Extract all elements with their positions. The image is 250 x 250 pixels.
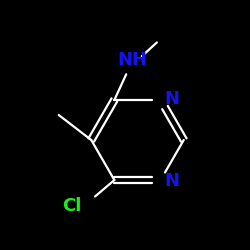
Text: Cl: Cl <box>62 197 82 215</box>
Text: NH: NH <box>117 51 147 69</box>
Text: N: N <box>164 172 180 190</box>
Text: N: N <box>164 90 180 108</box>
